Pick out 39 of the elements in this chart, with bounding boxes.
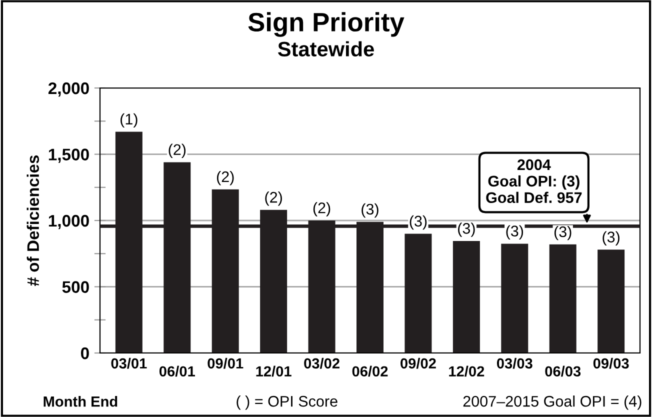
bar — [598, 250, 625, 353]
x-tick-label: 12/02 — [449, 366, 484, 377]
annotation: (2) — [265, 191, 282, 206]
x-tick-label: 09/01 — [208, 358, 244, 369]
annotation: (2) — [216, 170, 234, 186]
x-tick-label: 12/01 — [256, 366, 292, 377]
x-tick-label: 03/02 — [304, 358, 340, 369]
chart-subtitle: Statewide — [278, 41, 374, 56]
y-tick-label: 0 — [80, 347, 89, 360]
chart-title: Sign Priority — [248, 12, 404, 37]
x-tick-label: 06/01 — [159, 366, 195, 377]
annotation: (2) — [168, 144, 186, 158]
x-tick-label: 09/02 — [400, 358, 436, 369]
text: 2007–2015 Goal OPI = (4) — [463, 396, 642, 410]
annotation: (3) — [506, 225, 524, 240]
x-axis-title: Month End — [44, 396, 118, 407]
annotation: (2) — [313, 202, 330, 216]
x-tick-label: 09/03 — [593, 358, 629, 369]
y-tick-label: 500 — [62, 281, 89, 293]
annotation: (3) — [458, 222, 475, 237]
y-axis-title: # of Deficiencies — [26, 155, 40, 286]
x-tick-label: 03/01 — [111, 358, 147, 369]
annotation: (3) — [554, 226, 572, 240]
text: ( ) = OPI Score — [236, 396, 338, 410]
annotation: (3) — [410, 215, 427, 230]
bar — [549, 244, 576, 353]
y-tick-label: 1,500 — [48, 148, 89, 163]
annotation: (1) — [120, 113, 138, 128]
bar — [501, 244, 528, 353]
annotation: (3) — [362, 203, 378, 218]
bar — [404, 234, 432, 353]
bar — [452, 241, 480, 353]
x-tick-label: 06/03 — [545, 366, 581, 377]
y-tick-label: 2,000 — [48, 82, 89, 97]
x-tick-label: 03/03 — [496, 358, 532, 369]
annotation: 2004 Goal OPI: (3) Goal Def. 957 — [486, 159, 582, 204]
x-tick-label: 06/02 — [352, 366, 388, 377]
annotation: (3) — [602, 231, 620, 246]
y-tick-label: 1,000 — [48, 214, 89, 230]
